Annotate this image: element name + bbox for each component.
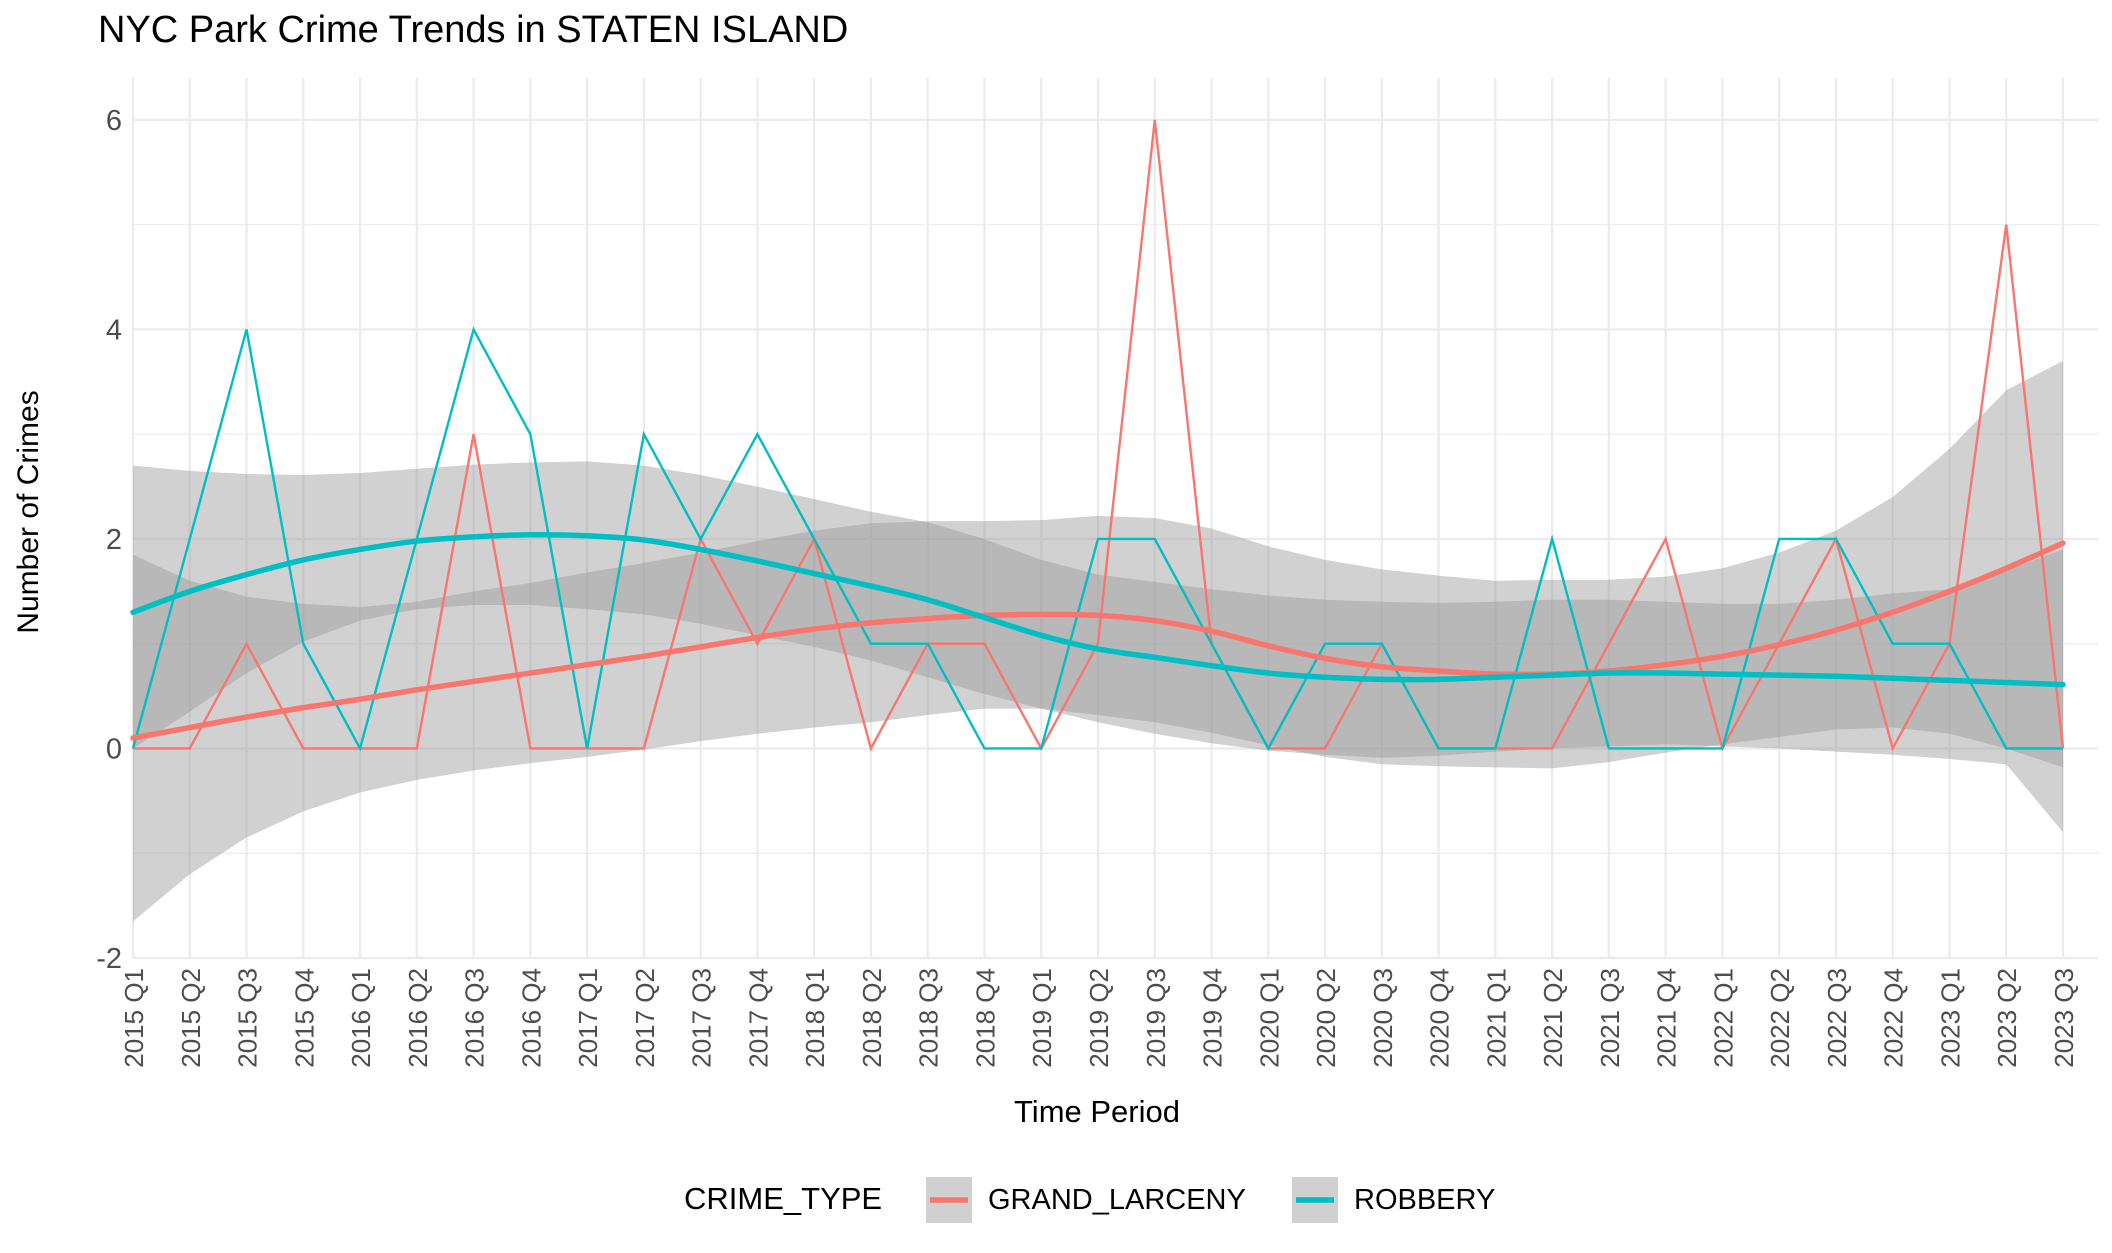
x-tick-label: 2020 Q1: [1254, 968, 1284, 1068]
grid-layer: [131, 78, 2098, 960]
x-tick-label: 2020 Q2: [1311, 968, 1341, 1068]
smooth-trend-layer: [130, 531, 2066, 741]
y-tick-label: 0: [106, 733, 122, 765]
x-tick-label: 2015 Q1: [119, 968, 149, 1068]
x-tick-label: 2023 Q1: [1935, 968, 1965, 1068]
x-tick-label: 2017 Q2: [630, 968, 660, 1068]
x-tick-label: 2020 Q3: [1368, 968, 1398, 1068]
x-tick-label: 2023 Q2: [1992, 968, 2022, 1068]
x-tick-label: 2015 Q3: [233, 968, 263, 1068]
x-tick-label: 2016 Q3: [460, 968, 490, 1068]
x-tick-label: 2018 Q2: [857, 968, 887, 1068]
x-tick-label: 2021 Q1: [1481, 968, 1511, 1068]
legend-label-grand-larceny: GRAND_LARCENY: [988, 1184, 1246, 1216]
x-tick-label: 2020 Q4: [1425, 968, 1455, 1068]
series-line-robbery: [131, 326, 2063, 752]
x-axis-label: Time Period: [1014, 1094, 1180, 1129]
x-tick-label: 2016 Q1: [346, 968, 376, 1068]
x-tick-label: 2018 Q3: [914, 968, 944, 1068]
x-tick-label: 2016 Q2: [403, 968, 433, 1068]
x-tick-label: 2022 Q2: [1765, 968, 1795, 1068]
x-tick-label: 2017 Q1: [573, 968, 603, 1068]
y-tick-label: -2: [96, 943, 122, 975]
x-tick-label: 2019 Q1: [1027, 968, 1057, 1068]
x-tick-label: 2019 Q2: [1084, 968, 1114, 1068]
y-tick-label: 6: [106, 105, 122, 137]
x-tick-label: 2021 Q3: [1595, 968, 1625, 1068]
smooth-trend-robbery: [130, 531, 2066, 688]
x-tick-label: 2022 Q3: [1822, 968, 1852, 1068]
x-tick-label: 2018 Q1: [800, 968, 830, 1068]
x-tick-label: 2021 Q2: [1538, 968, 1568, 1068]
smooth-trend-grand-larceny: [130, 540, 2066, 741]
x-tick-label: 2022 Q1: [1708, 968, 1738, 1068]
x-tick-label: 2021 Q4: [1652, 968, 1682, 1068]
x-tick-label: 2015 Q2: [176, 968, 206, 1068]
x-tick-label: 2022 Q4: [1879, 968, 1909, 1068]
x-tick-label: 2017 Q3: [687, 968, 717, 1068]
y-tick-label: 4: [106, 314, 122, 346]
chart-title: NYC Park Crime Trends in STATEN ISLAND: [98, 9, 848, 51]
x-tick-label: 2015 Q4: [289, 968, 319, 1068]
x-tick-label: 2023 Q3: [2049, 968, 2079, 1068]
legend-title: CRIME_TYPE: [684, 1181, 882, 1216]
x-tick-label: 2018 Q4: [970, 968, 1000, 1068]
x-tick-label: 2016 Q4: [516, 968, 546, 1068]
y-axis-label: Number of Crimes: [12, 390, 45, 633]
legend-label-robbery: ROBBERY: [1354, 1184, 1495, 1216]
x-tick-label: 2017 Q4: [743, 968, 773, 1068]
x-tick-label: 2019 Q4: [1198, 968, 1228, 1068]
legend: CRIME_TYPE GRAND_LARCENY ROBBERY: [684, 1177, 1495, 1223]
y-tick-label: 2: [106, 524, 122, 556]
tick-label-layer: -2 0 2 4 6 2015 Q1 2015 Q2 2015 Q3 2015 Q4 2016 Q…: [96, 105, 2079, 1068]
x-tick-label: 2019 Q3: [1141, 968, 1171, 1068]
